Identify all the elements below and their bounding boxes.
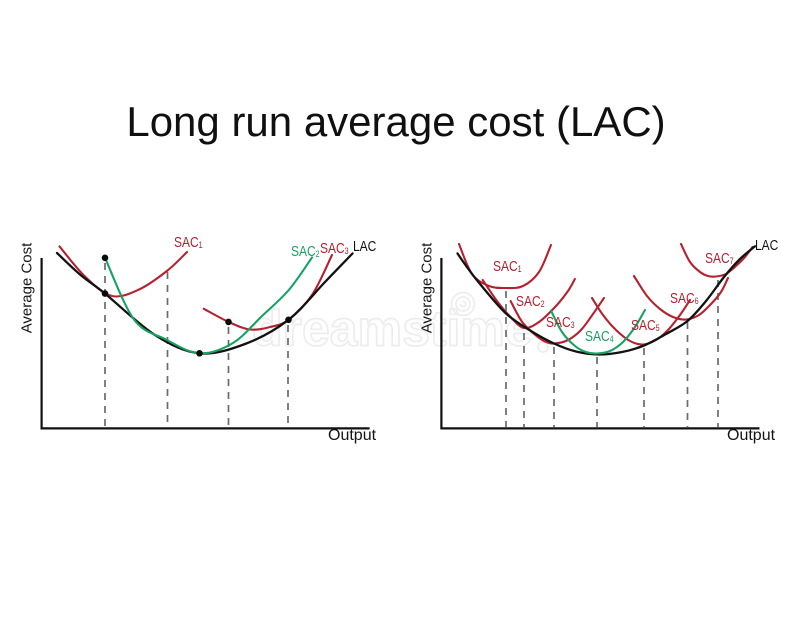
right-axes bbox=[440, 258, 760, 430]
left-x-axis-label: Output bbox=[328, 426, 377, 444]
left-sac2-base: SAC bbox=[291, 242, 316, 260]
watermark-text: dreamstime bbox=[252, 301, 533, 357]
left-lac-label: LAC bbox=[353, 237, 377, 255]
left-sac1-curve bbox=[58, 245, 189, 298]
right-sac2-label: SAC2 bbox=[516, 294, 545, 309]
right-y-axis-label: Average Cost bbox=[418, 242, 436, 333]
right-sac5-sub: 5 bbox=[655, 322, 660, 333]
right-sac1-label: SAC1 bbox=[493, 259, 522, 274]
dreamstime-swirl-icon bbox=[450, 291, 476, 317]
right-lac-label: LAC bbox=[755, 236, 779, 254]
left-dot-1 bbox=[101, 254, 109, 262]
page-title: Long run average cost (LAC) bbox=[126, 98, 666, 145]
left-sac1-sub: 1 bbox=[198, 239, 203, 250]
left-sac1-base: SAC bbox=[174, 233, 199, 251]
right-sac3-base: SAC bbox=[546, 314, 571, 332]
right-sac6-base: SAC bbox=[670, 289, 695, 307]
left-sac3-base: SAC bbox=[320, 240, 345, 258]
left-sac2-sub: 2 bbox=[315, 248, 320, 259]
right-sac1-base: SAC bbox=[493, 258, 518, 276]
right-sac7-label: SAC7 bbox=[705, 251, 734, 266]
left-sac3-label: SAC3 bbox=[320, 241, 349, 256]
left-sac1-label: SAC1 bbox=[174, 235, 203, 250]
left-y-axis-label: Average Cost bbox=[18, 242, 36, 333]
right-sac3-sub: 3 bbox=[570, 320, 575, 331]
right-sac5-base: SAC bbox=[631, 316, 656, 334]
right-sac4-label: SAC4 bbox=[585, 329, 614, 344]
right-sac7-curve bbox=[679, 242, 754, 278]
left-dot-4 bbox=[225, 318, 232, 326]
right-sac6-label: SAC6 bbox=[670, 291, 699, 306]
watermark-period-dot bbox=[537, 341, 549, 353]
left-sac3-sub: 3 bbox=[344, 246, 349, 257]
right-lac-curve bbox=[456, 245, 757, 356]
right-sac1-sub: 1 bbox=[517, 264, 522, 275]
left-dot-3 bbox=[196, 350, 203, 357]
right-sac2-base: SAC bbox=[516, 292, 541, 310]
right-x-axis-label: Output bbox=[727, 426, 776, 444]
left-dot-5 bbox=[285, 316, 292, 324]
left-axes bbox=[40, 258, 370, 430]
right-sac2-sub: 2 bbox=[540, 298, 545, 309]
right-sac7-base: SAC bbox=[705, 249, 730, 267]
right-sac6-sub: 6 bbox=[694, 295, 699, 306]
right-sac5-curve bbox=[590, 296, 692, 346]
right-sac6-curve bbox=[632, 274, 730, 321]
right-sac2-curve bbox=[481, 277, 576, 330]
left-sac2-label: SAC2 bbox=[291, 244, 320, 259]
left-dot-2 bbox=[101, 290, 109, 297]
left-sac2-curve bbox=[103, 256, 314, 355]
right-sac4-sub: 4 bbox=[609, 333, 614, 344]
right-sac4-base: SAC bbox=[585, 327, 610, 345]
right-sac4-curve bbox=[549, 308, 647, 355]
watermark: dreamstime bbox=[251, 291, 549, 357]
right-sac3-label: SAC3 bbox=[546, 315, 575, 330]
right-sac7-sub: 7 bbox=[729, 255, 734, 266]
right-sac5-label: SAC5 bbox=[631, 318, 660, 333]
